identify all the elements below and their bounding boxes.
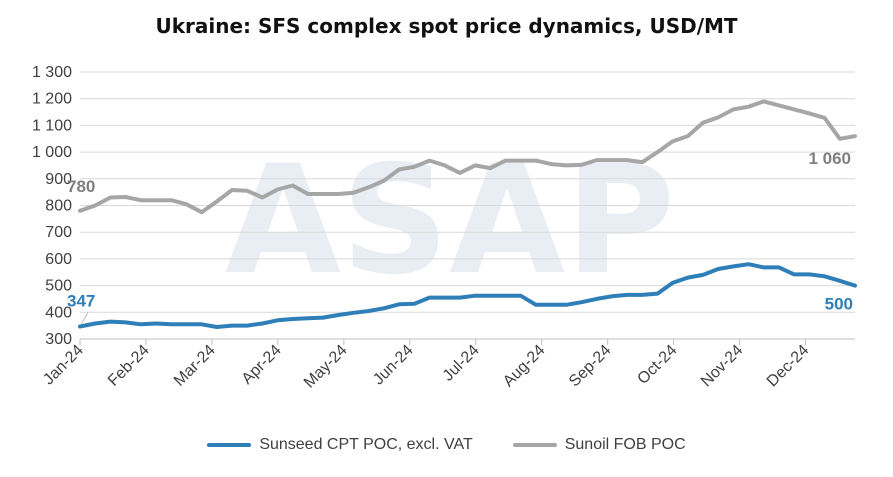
x-tick-label: Jun-24: [370, 342, 417, 389]
chart-title: Ukraine: SFS complex spot price dynamics…: [155, 14, 738, 38]
y-tick-label: 600: [45, 251, 72, 268]
x-tick-label: Jan-24: [40, 342, 87, 389]
legend-label-sunoil: Sunoil FOB POC: [564, 436, 686, 453]
x-tick-label: Mar-24: [171, 342, 219, 390]
legend-label-sunseed: Sunseed CPT POC, excl. VAT: [259, 436, 473, 453]
x-tick-label: Sep-24: [566, 342, 615, 391]
data-label-sunseed-end: 500: [825, 295, 853, 314]
x-tick-label: Oct-24: [634, 342, 680, 388]
x-tick-label: Aug-24: [500, 342, 549, 391]
x-tick-label: Dec-24: [764, 342, 813, 391]
x-tick-label: Nov-24: [698, 342, 747, 391]
data-label-sunseed-start: 347: [67, 291, 95, 310]
y-tick-label: 1 000: [32, 144, 72, 161]
y-tick-label: 800: [45, 198, 72, 215]
series-line-0: [78, 262, 857, 329]
legend-swatch-sunoil: [512, 443, 557, 447]
legend: Sunseed CPT POC, excl. VAT Sunoil FOB PO…: [0, 436, 893, 454]
y-tick-label: 1 100: [32, 117, 72, 134]
series-line-1: [78, 99, 857, 215]
leader-line: [80, 312, 89, 325]
legend-item-sunoil: Sunoil FOB POC: [512, 436, 686, 454]
y-tick-label: 1 200: [32, 91, 72, 108]
data-label-sunoil-end: 1 060: [808, 149, 851, 168]
x-tick-label: Feb-24: [105, 342, 153, 390]
x-tick-label: May-24: [301, 342, 351, 392]
y-tick-label: 500: [45, 278, 72, 295]
watermark-logo: ASAP: [225, 134, 675, 308]
y-tick-label: 900: [45, 171, 72, 188]
legend-swatch-sunseed: [207, 443, 252, 447]
data-label-sunoil-start: 780: [67, 177, 95, 196]
legend-item-sunseed: Sunseed CPT POC, excl. VAT: [207, 436, 473, 454]
y-tick-label: 400: [45, 304, 72, 321]
y-tick-label: 1 300: [32, 64, 72, 81]
x-tick-label: Jul-24: [440, 342, 483, 385]
y-tick-label: 300: [45, 331, 72, 348]
x-tick-label: Apr-24: [239, 342, 285, 388]
y-tick-label: 700: [45, 224, 72, 241]
